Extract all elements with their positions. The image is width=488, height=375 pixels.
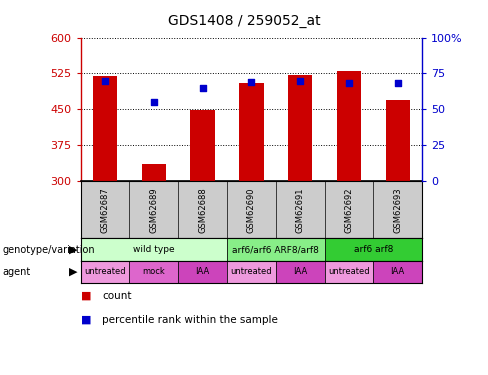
Text: mock: mock	[142, 267, 165, 276]
Text: ▶: ▶	[69, 267, 77, 277]
Point	[150, 99, 158, 105]
Bar	[227, 238, 325, 261]
Text: untreated: untreated	[328, 267, 370, 276]
Point	[394, 80, 402, 86]
Text: untreated: untreated	[230, 267, 272, 276]
Text: arf6/arf6 ARF8/arf8: arf6/arf6 ARF8/arf8	[232, 245, 319, 254]
Text: wild type: wild type	[133, 245, 175, 254]
Bar	[129, 261, 178, 283]
Bar	[190, 110, 215, 181]
Bar	[337, 72, 361, 181]
Text: percentile rank within the sample: percentile rank within the sample	[102, 315, 278, 325]
Bar	[81, 261, 129, 283]
Bar	[276, 261, 325, 283]
Bar	[142, 164, 166, 181]
Bar	[227, 261, 276, 283]
Text: count: count	[102, 291, 132, 301]
Text: GSM62693: GSM62693	[393, 187, 402, 232]
Bar	[386, 100, 410, 181]
Text: GSM62688: GSM62688	[198, 187, 207, 232]
Bar	[325, 238, 422, 261]
Text: IAA: IAA	[293, 267, 307, 276]
Text: GSM62687: GSM62687	[101, 187, 109, 232]
Text: IAA: IAA	[195, 267, 210, 276]
Text: ■: ■	[81, 291, 91, 301]
Bar	[373, 261, 422, 283]
Point	[199, 85, 206, 91]
Text: GDS1408 / 259052_at: GDS1408 / 259052_at	[168, 13, 320, 28]
Text: GSM62692: GSM62692	[345, 187, 353, 232]
Bar	[93, 76, 117, 181]
Text: GSM62691: GSM62691	[296, 187, 305, 232]
Point	[296, 78, 304, 84]
Text: agent: agent	[2, 267, 31, 277]
Text: GSM62690: GSM62690	[247, 187, 256, 232]
Bar	[325, 261, 373, 283]
Text: ▶: ▶	[69, 244, 77, 255]
Bar	[178, 261, 227, 283]
Bar	[239, 83, 264, 181]
Bar	[81, 238, 227, 261]
Text: genotype/variation: genotype/variation	[2, 244, 95, 255]
Text: untreated: untreated	[84, 267, 126, 276]
Point	[247, 79, 255, 85]
Text: ■: ■	[81, 315, 91, 325]
Text: IAA: IAA	[390, 267, 405, 276]
Point	[345, 80, 353, 86]
Bar	[288, 75, 312, 181]
Text: GSM62689: GSM62689	[149, 187, 158, 232]
Point	[101, 78, 109, 84]
Text: arf6 arf8: arf6 arf8	[354, 245, 393, 254]
